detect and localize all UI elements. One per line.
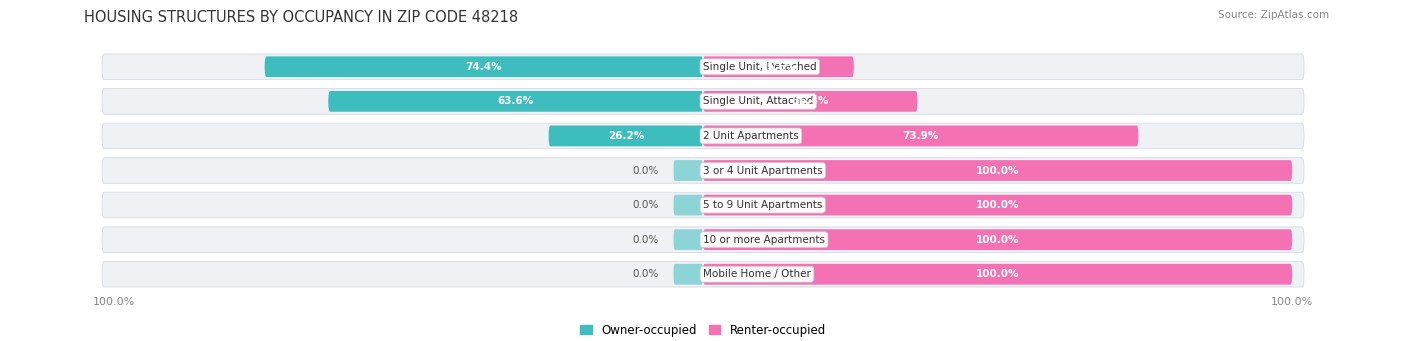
Legend: Owner-occupied, Renter-occupied: Owner-occupied, Renter-occupied bbox=[575, 319, 831, 341]
FancyBboxPatch shape bbox=[703, 264, 1292, 285]
FancyBboxPatch shape bbox=[703, 56, 853, 77]
Text: 63.6%: 63.6% bbox=[498, 97, 534, 106]
FancyBboxPatch shape bbox=[103, 227, 1303, 252]
FancyBboxPatch shape bbox=[703, 91, 918, 112]
Text: 100.0%: 100.0% bbox=[976, 165, 1019, 176]
Text: 2 Unit Apartments: 2 Unit Apartments bbox=[703, 131, 799, 141]
Text: HOUSING STRUCTURES BY OCCUPANCY IN ZIP CODE 48218: HOUSING STRUCTURES BY OCCUPANCY IN ZIP C… bbox=[84, 10, 519, 25]
Text: 100.0%: 100.0% bbox=[976, 269, 1019, 279]
Text: 0.0%: 0.0% bbox=[633, 269, 659, 279]
Text: 0.0%: 0.0% bbox=[633, 235, 659, 244]
Text: 36.4%: 36.4% bbox=[792, 97, 828, 106]
FancyBboxPatch shape bbox=[103, 262, 1303, 287]
Text: 74.4%: 74.4% bbox=[465, 62, 502, 72]
FancyBboxPatch shape bbox=[103, 158, 1303, 183]
FancyBboxPatch shape bbox=[673, 264, 703, 285]
Text: Single Unit, Detached: Single Unit, Detached bbox=[703, 62, 817, 72]
Text: 5 to 9 Unit Apartments: 5 to 9 Unit Apartments bbox=[703, 200, 823, 210]
FancyBboxPatch shape bbox=[103, 192, 1303, 218]
Text: 100.0%: 100.0% bbox=[976, 235, 1019, 244]
FancyBboxPatch shape bbox=[703, 195, 1292, 216]
FancyBboxPatch shape bbox=[703, 160, 1292, 181]
Text: 25.6%: 25.6% bbox=[761, 62, 797, 72]
Text: 0.0%: 0.0% bbox=[633, 200, 659, 210]
Text: 10 or more Apartments: 10 or more Apartments bbox=[703, 235, 825, 244]
FancyBboxPatch shape bbox=[703, 125, 1139, 146]
Text: 73.9%: 73.9% bbox=[903, 131, 939, 141]
FancyBboxPatch shape bbox=[673, 229, 703, 250]
Text: Mobile Home / Other: Mobile Home / Other bbox=[703, 269, 811, 279]
FancyBboxPatch shape bbox=[103, 123, 1303, 149]
Text: 3 or 4 Unit Apartments: 3 or 4 Unit Apartments bbox=[703, 165, 823, 176]
FancyBboxPatch shape bbox=[548, 125, 703, 146]
FancyBboxPatch shape bbox=[103, 54, 1303, 79]
Text: 0.0%: 0.0% bbox=[633, 165, 659, 176]
FancyBboxPatch shape bbox=[264, 56, 703, 77]
FancyBboxPatch shape bbox=[103, 89, 1303, 114]
FancyBboxPatch shape bbox=[673, 160, 703, 181]
Text: 100.0%: 100.0% bbox=[976, 200, 1019, 210]
FancyBboxPatch shape bbox=[703, 229, 1292, 250]
FancyBboxPatch shape bbox=[328, 91, 703, 112]
Text: 26.2%: 26.2% bbox=[607, 131, 644, 141]
FancyBboxPatch shape bbox=[673, 195, 703, 216]
Text: Single Unit, Attached: Single Unit, Attached bbox=[703, 97, 814, 106]
Text: Source: ZipAtlas.com: Source: ZipAtlas.com bbox=[1218, 10, 1329, 20]
